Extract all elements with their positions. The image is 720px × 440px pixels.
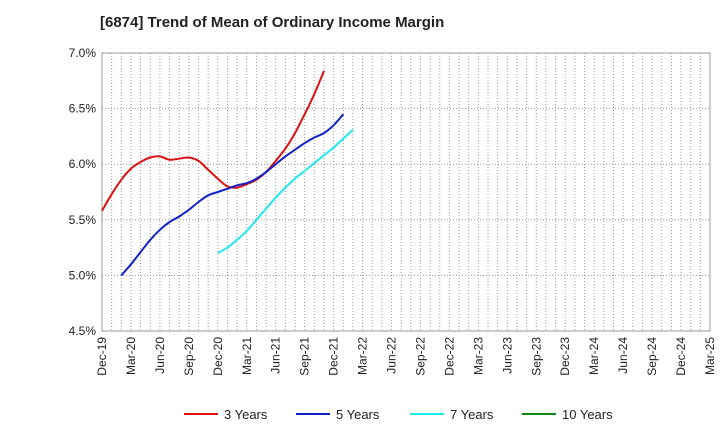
y-tick-label: 5.5% [69,213,97,227]
x-tick-label: Dec-24 [674,337,688,376]
y-axis-ticks: 4.5% 5.0% 5.5% 6.0% 6.5% 7.0% [69,46,97,338]
x-tick-label: Dec-19 [95,337,109,376]
y-tick-label: 5.0% [69,268,97,282]
x-tick-label: Dec-22 [442,337,456,376]
x-tick-label: Dec-20 [211,337,225,376]
x-tick-label: Sep-23 [529,337,543,376]
chart-title: [6874] Trend of Mean of Ordinary Income … [100,14,445,31]
x-tick-label: Mar-25 [703,337,717,375]
x-tick-label: Sep-24 [645,337,659,376]
legend-label: 3 Years [224,407,268,422]
legend: 3 Years 5 Years 7 Years 10 Years [184,407,613,422]
x-tick-label: Mar-21 [240,337,254,375]
legend-label: 10 Years [562,407,613,422]
x-tick-label: Sep-20 [182,337,196,376]
grid [102,53,710,331]
x-tick-label: Mar-22 [356,337,370,375]
x-tick-label: Sep-21 [298,337,312,376]
x-tick-label: Jun-21 [269,337,283,374]
plot-border [101,52,711,332]
x-tick-label: Dec-23 [558,337,572,376]
x-tick-label: Jun-20 [153,337,167,374]
series-line-7-years [217,128,354,255]
x-tick-label: Mar-23 [471,337,485,375]
legend-label: 7 Years [450,407,494,422]
x-tick-label: Jun-22 [385,337,399,374]
legend-label: 5 Years [336,407,380,422]
x-tick-label: Mar-20 [124,337,138,375]
x-tick-label: Jun-24 [616,337,630,374]
y-tick-label: 6.5% [69,102,97,116]
x-tick-label: Sep-22 [413,337,427,376]
series-lines [101,70,354,277]
y-tick-label: 4.5% [69,324,97,338]
y-tick-label: 6.0% [69,157,97,171]
series-line-5-years [120,113,345,277]
x-tick-label: Jun-23 [500,337,514,374]
x-tick-label: Dec-21 [327,337,341,376]
x-tick-label: Mar-24 [587,337,601,375]
series-line-3-years [101,70,325,212]
x-axis-ticks: Dec-19 Mar-20 Jun-20 Sep-20 Dec-20 Mar-21 Jun-… [95,337,717,376]
y-tick-label: 7.0% [69,46,97,60]
